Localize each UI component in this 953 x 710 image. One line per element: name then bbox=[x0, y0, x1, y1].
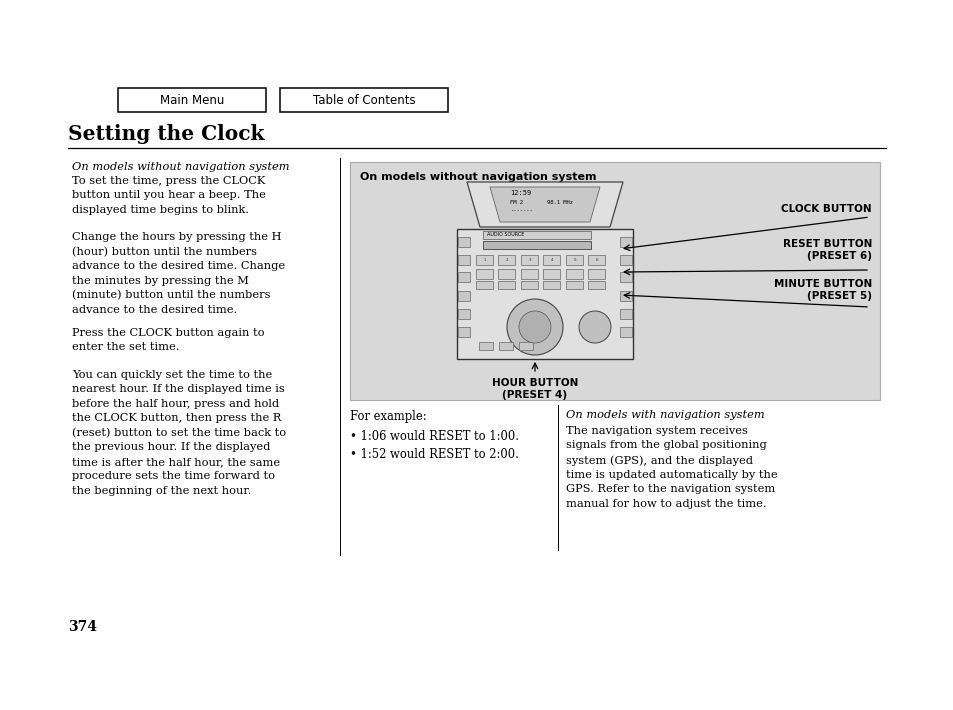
Bar bbox=[476, 281, 493, 289]
Bar bbox=[542, 255, 559, 265]
Bar bbox=[457, 255, 470, 265]
Text: On models without navigation system: On models without navigation system bbox=[71, 162, 289, 172]
Text: Table of Contents: Table of Contents bbox=[313, 94, 415, 106]
Text: You can quickly set the time to the
nearest hour. If the displayed time is
befor: You can quickly set the time to the near… bbox=[71, 370, 286, 496]
Text: 5: 5 bbox=[573, 258, 576, 262]
Bar bbox=[456, 229, 633, 359]
Text: RESET BUTTON
(PRESET 6): RESET BUTTON (PRESET 6) bbox=[781, 239, 871, 261]
Bar bbox=[565, 281, 582, 289]
Text: CLOCK BUTTON: CLOCK BUTTON bbox=[781, 204, 871, 214]
Text: Main Menu: Main Menu bbox=[160, 94, 224, 106]
Text: HOUR BUTTON
(PRESET 4): HOUR BUTTON (PRESET 4) bbox=[492, 378, 578, 400]
Bar bbox=[587, 281, 604, 289]
Text: Setting the Clock: Setting the Clock bbox=[68, 124, 264, 144]
Bar bbox=[457, 237, 470, 247]
Bar bbox=[619, 327, 631, 337]
Bar bbox=[520, 255, 537, 265]
Text: Change the hours by pressing the H
(hour) button until the numbers
advance to th: Change the hours by pressing the H (hour… bbox=[71, 232, 285, 315]
Bar bbox=[478, 342, 493, 350]
Bar bbox=[118, 88, 266, 112]
Text: 4: 4 bbox=[551, 258, 553, 262]
Bar bbox=[518, 342, 533, 350]
Text: On models with navigation system: On models with navigation system bbox=[565, 410, 763, 420]
Bar bbox=[482, 241, 590, 249]
Text: 98.1 MHz: 98.1 MHz bbox=[546, 200, 573, 205]
Text: On models without navigation system: On models without navigation system bbox=[359, 172, 596, 182]
Text: • 1:52 would RESET to 2:00.: • 1:52 would RESET to 2:00. bbox=[350, 448, 518, 461]
Bar bbox=[497, 281, 515, 289]
Bar bbox=[520, 281, 537, 289]
Bar bbox=[520, 269, 537, 279]
Text: 3: 3 bbox=[528, 258, 531, 262]
Bar bbox=[476, 255, 493, 265]
Text: 2: 2 bbox=[505, 258, 508, 262]
Bar bbox=[457, 327, 470, 337]
Bar bbox=[457, 309, 470, 319]
Bar bbox=[280, 88, 448, 112]
Text: 374: 374 bbox=[68, 620, 97, 634]
Bar bbox=[457, 272, 470, 282]
Bar bbox=[497, 269, 515, 279]
Bar bbox=[587, 269, 604, 279]
Bar bbox=[497, 255, 515, 265]
Text: For example:: For example: bbox=[350, 410, 426, 423]
Text: 6: 6 bbox=[595, 258, 598, 262]
Bar bbox=[457, 291, 470, 301]
Bar bbox=[619, 291, 631, 301]
Text: AUDIO SOURCE: AUDIO SOURCE bbox=[486, 232, 524, 238]
Polygon shape bbox=[490, 187, 599, 222]
Text: FM 2: FM 2 bbox=[510, 200, 522, 205]
Circle shape bbox=[506, 299, 562, 355]
Bar bbox=[498, 342, 513, 350]
Bar bbox=[619, 309, 631, 319]
Text: 12:59: 12:59 bbox=[510, 190, 531, 196]
Bar bbox=[619, 255, 631, 265]
Polygon shape bbox=[467, 182, 622, 227]
Bar bbox=[542, 269, 559, 279]
Bar bbox=[350, 162, 879, 400]
Circle shape bbox=[518, 311, 551, 343]
Bar bbox=[482, 231, 590, 239]
Text: The navigation system receives
signals from the global positioning
system (GPS),: The navigation system receives signals f… bbox=[565, 426, 777, 509]
Bar bbox=[619, 237, 631, 247]
Bar bbox=[565, 269, 582, 279]
Circle shape bbox=[578, 311, 610, 343]
Text: -------: ------- bbox=[510, 208, 532, 213]
Bar bbox=[476, 269, 493, 279]
Text: To set the time, press the CLOCK
button until you hear a beep. The
displayed tim: To set the time, press the CLOCK button … bbox=[71, 176, 266, 215]
Bar bbox=[565, 255, 582, 265]
Bar bbox=[587, 255, 604, 265]
Text: Press the CLOCK button again to
enter the set time.: Press the CLOCK button again to enter th… bbox=[71, 328, 264, 352]
Bar bbox=[619, 272, 631, 282]
Bar bbox=[542, 281, 559, 289]
Text: • 1:06 would RESET to 1:00.: • 1:06 would RESET to 1:00. bbox=[350, 430, 518, 443]
Text: 1: 1 bbox=[483, 258, 486, 262]
Text: MINUTE BUTTON
(PRESET 5): MINUTE BUTTON (PRESET 5) bbox=[773, 280, 871, 301]
